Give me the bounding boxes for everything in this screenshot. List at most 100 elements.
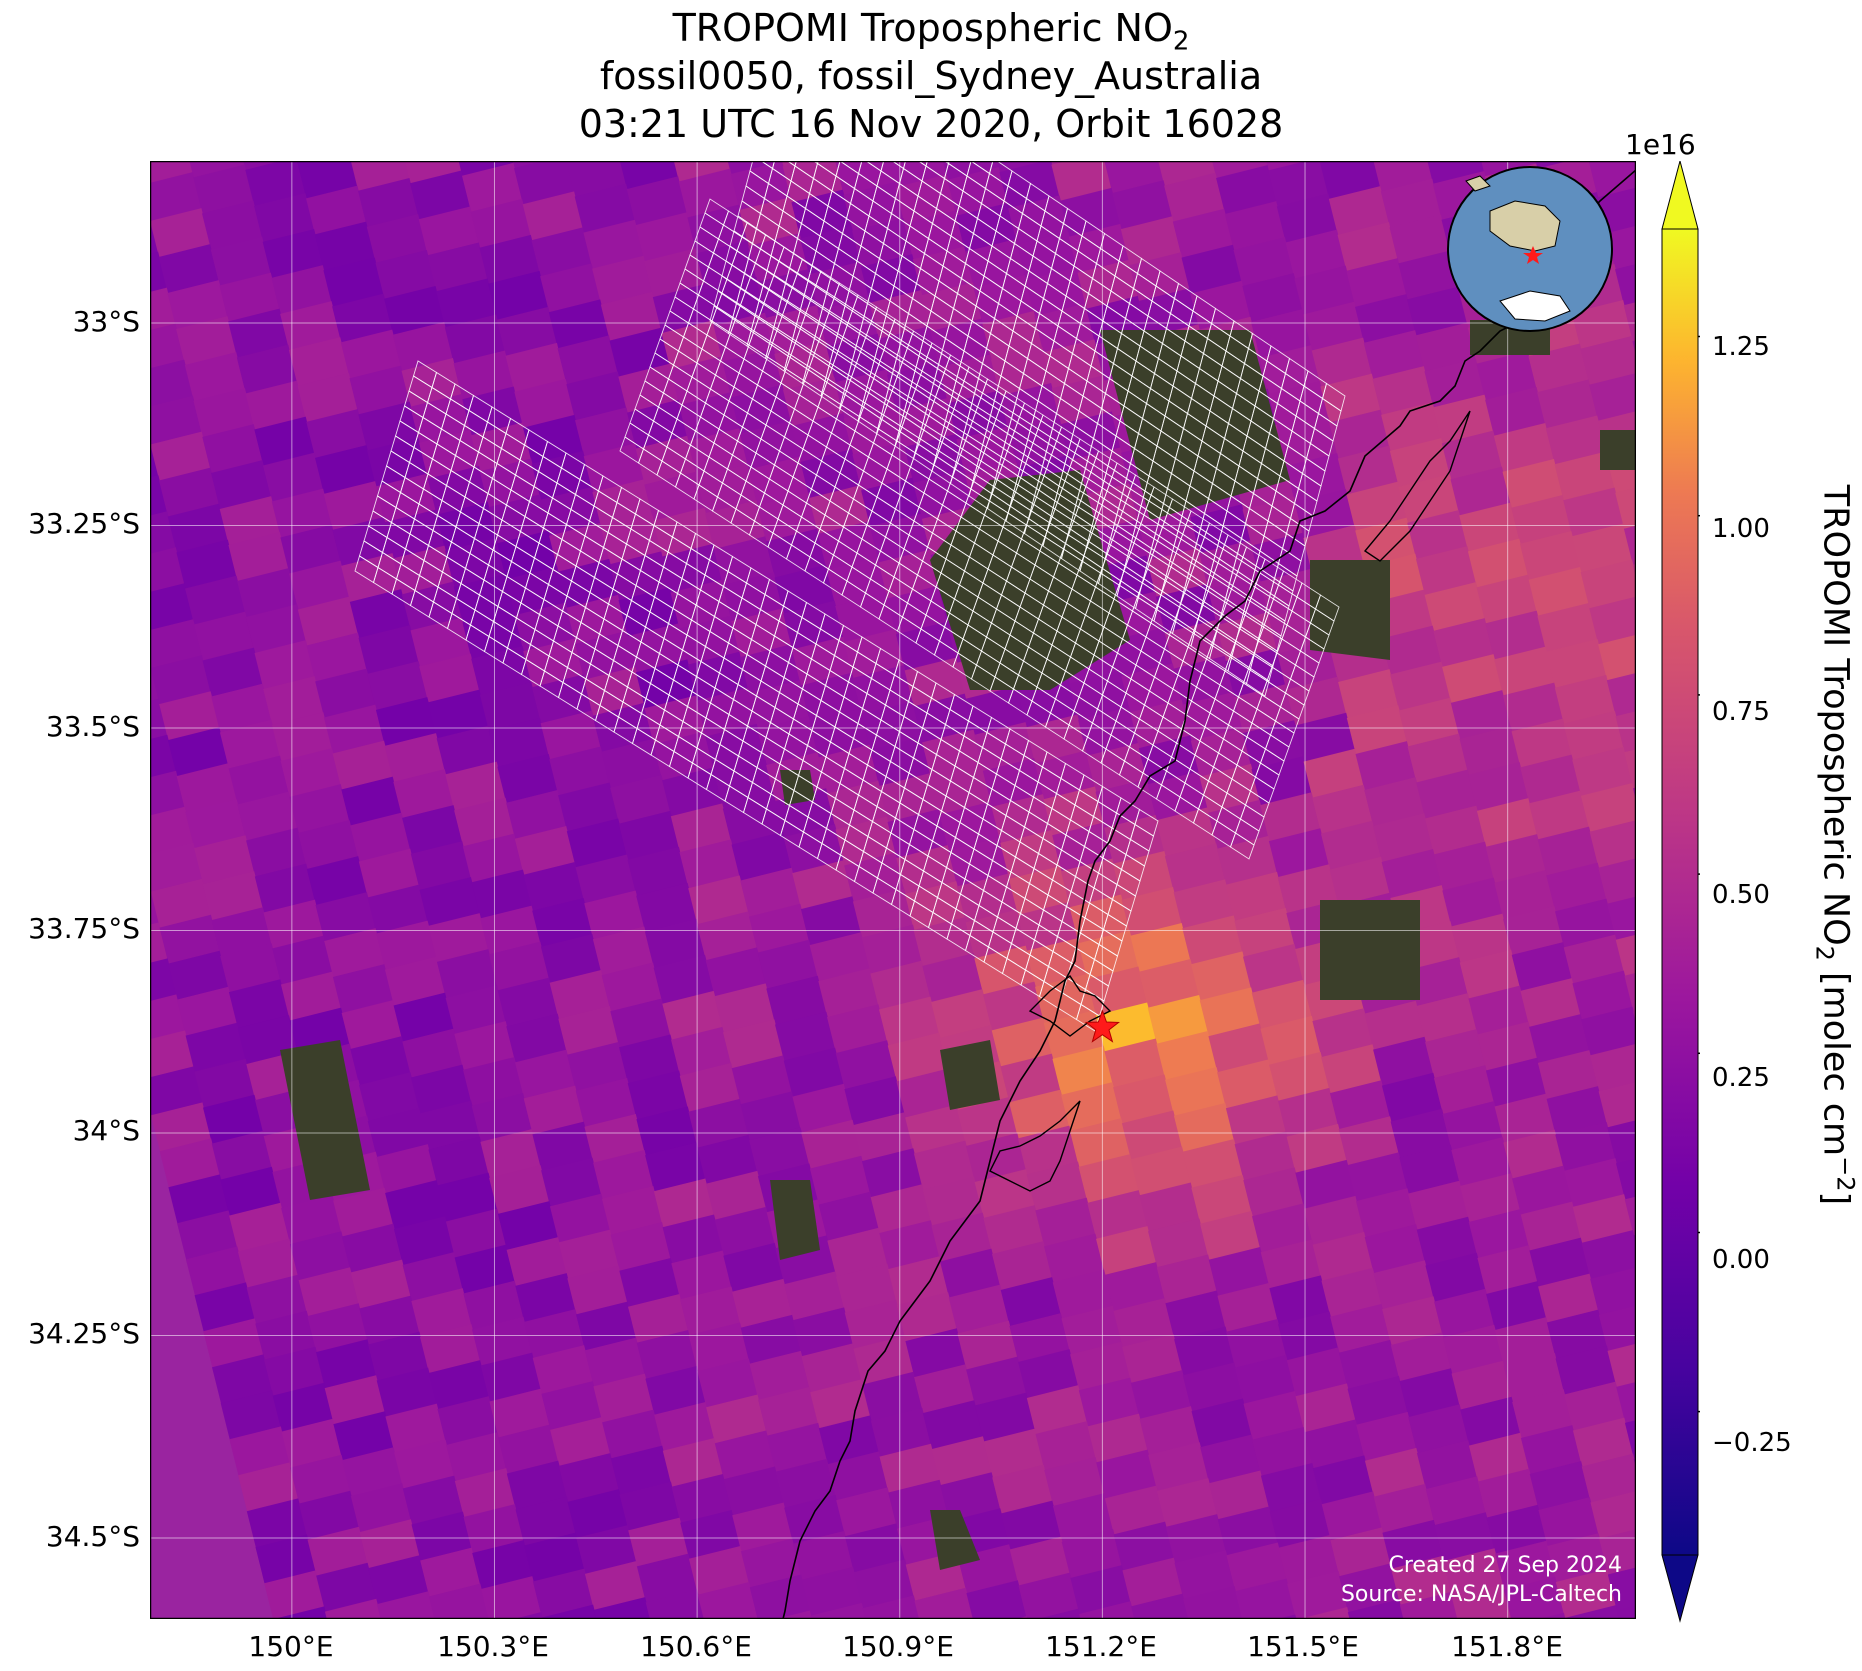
- no2-pixel: [904, 881, 967, 934]
- no2-pixel: [610, 998, 672, 1052]
- no2-pixel: [298, 1490, 361, 1544]
- no2-pixel: [610, 1445, 673, 1499]
- no2-pixel: [1425, 1252, 1487, 1306]
- no2-pixel: [1009, 1313, 1071, 1366]
- no2-pixel: [271, 712, 334, 765]
- no2-pixel: [775, 1011, 837, 1065]
- no2-pixel: [1052, 1269, 1115, 1323]
- no2-pixel: [1581, 1230, 1636, 1283]
- no2-pixel: [1035, 1421, 1097, 1474]
- no2-pixel: [1234, 907, 1296, 961]
- no2-pixel: [947, 166, 1009, 220]
- no2-pixel: [636, 882, 698, 936]
- no2-pixel: [731, 1055, 794, 1108]
- colorbar-tick-label: 1.25: [1712, 332, 1770, 362]
- no2-pixel: [514, 161, 576, 208]
- no2-pixel: [350, 1483, 413, 1536]
- no2-pixel: [1407, 510, 1469, 563]
- no2-pixel: [1148, 1442, 1210, 1495]
- no2-pixel: [514, 602, 576, 656]
- no2-pixel: [1147, 771, 1209, 824]
- no2-pixel: [662, 767, 724, 820]
- no2-pixel: [1104, 1038, 1166, 1092]
- no2-pixel: [314, 221, 377, 275]
- no2-pixel: [367, 661, 429, 714]
- no2-pixel: [159, 1138, 222, 1191]
- no2-pixel: [1165, 1066, 1227, 1120]
- no2-pixel: [879, 1220, 941, 1273]
- no2-pixel: [1173, 1102, 1236, 1156]
- no2-pixel: [549, 522, 611, 576]
- no2-pixel: [1554, 674, 1617, 728]
- no2-pixel: [895, 398, 958, 451]
- no2-pixel: [368, 1331, 430, 1385]
- no2-pixel: [1182, 1138, 1244, 1192]
- no2-pixel: [714, 1430, 777, 1484]
- no2-pixel: [1598, 1302, 1636, 1355]
- no2-pixel: [150, 251, 169, 305]
- no2-pixel: [696, 464, 758, 517]
- no2-pixel: [1156, 1030, 1218, 1084]
- no2-pixel: [1502, 682, 1565, 736]
- no2-pixel: [1398, 474, 1460, 527]
- no2-pixel: [566, 161, 628, 201]
- no2-pixel: [1182, 915, 1244, 968]
- no2-pixel: [254, 640, 316, 693]
- no2-pixel: [931, 1436, 993, 1489]
- no2-pixel: [827, 1004, 889, 1057]
- no2-pixel: [150, 287, 177, 341]
- no2-pixel: [1156, 1478, 1219, 1531]
- no2-pixel: [1018, 1572, 1080, 1619]
- no2-pixel: [1216, 165, 1278, 218]
- no2-pixel: [1390, 1108, 1452, 1162]
- no2-pixel: [688, 1545, 751, 1599]
- no2-pixel: [219, 496, 282, 549]
- no2-pixel: [688, 1098, 750, 1152]
- no2-pixel: [184, 161, 246, 182]
- no2-pixel: [427, 242, 489, 296]
- no2-pixel: [705, 947, 767, 1000]
- no2-pixel: [193, 611, 256, 665]
- satellite-gap: [1310, 560, 1390, 660]
- no2-pixel: [1581, 1453, 1636, 1507]
- no2-pixel: [159, 914, 221, 968]
- no2-pixel: [427, 465, 490, 519]
- no2-pixel: [480, 905, 542, 959]
- no2-pixel: [783, 1047, 846, 1101]
- no2-pixel: [531, 227, 593, 280]
- no2-pixel: [628, 1293, 690, 1347]
- no2-pixel: [541, 1157, 603, 1211]
- no2-pixel: [1599, 1525, 1636, 1579]
- no2-pixel: [1069, 1118, 1132, 1171]
- no2-pixel: [150, 994, 187, 1047]
- no2-pixel: [1130, 922, 1192, 976]
- no2-pixel: [150, 323, 186, 377]
- no2-pixel: [566, 371, 628, 424]
- no2-pixel: [185, 1246, 248, 1299]
- no2-pixel: [150, 922, 169, 975]
- no2-pixel: [852, 441, 914, 495]
- no2-pixel: [852, 888, 915, 942]
- no2-pixel: [1355, 517, 1417, 571]
- no2-pixel: [878, 773, 941, 826]
- no2-pixel: [375, 249, 437, 303]
- no2-pixel: [609, 551, 672, 604]
- no2-pixel: [1242, 496, 1304, 550]
- no2-pixel: [1347, 1375, 1409, 1429]
- lon-tick-label: 151.2°E: [1045, 1630, 1157, 1663]
- no2-pixel: [471, 1316, 534, 1370]
- no2-pixel: [784, 1494, 846, 1548]
- no2-pixel: [1572, 746, 1634, 800]
- no2-pixel: [454, 1021, 516, 1074]
- map-border: [150, 161, 1636, 1619]
- no2-pixel: [1164, 172, 1226, 226]
- no2-pixel: [297, 161, 359, 203]
- no2-pixel: [532, 897, 594, 951]
- no2-pixel: [1286, 1123, 1348, 1177]
- no2-pixel: [263, 676, 325, 729]
- no2-pixel: [462, 1057, 525, 1110]
- no2-pixel: [792, 860, 854, 913]
- no2-pixel: [601, 738, 663, 792]
- no2-pixel: [150, 878, 213, 932]
- no2-pixel: [1373, 1260, 1435, 1313]
